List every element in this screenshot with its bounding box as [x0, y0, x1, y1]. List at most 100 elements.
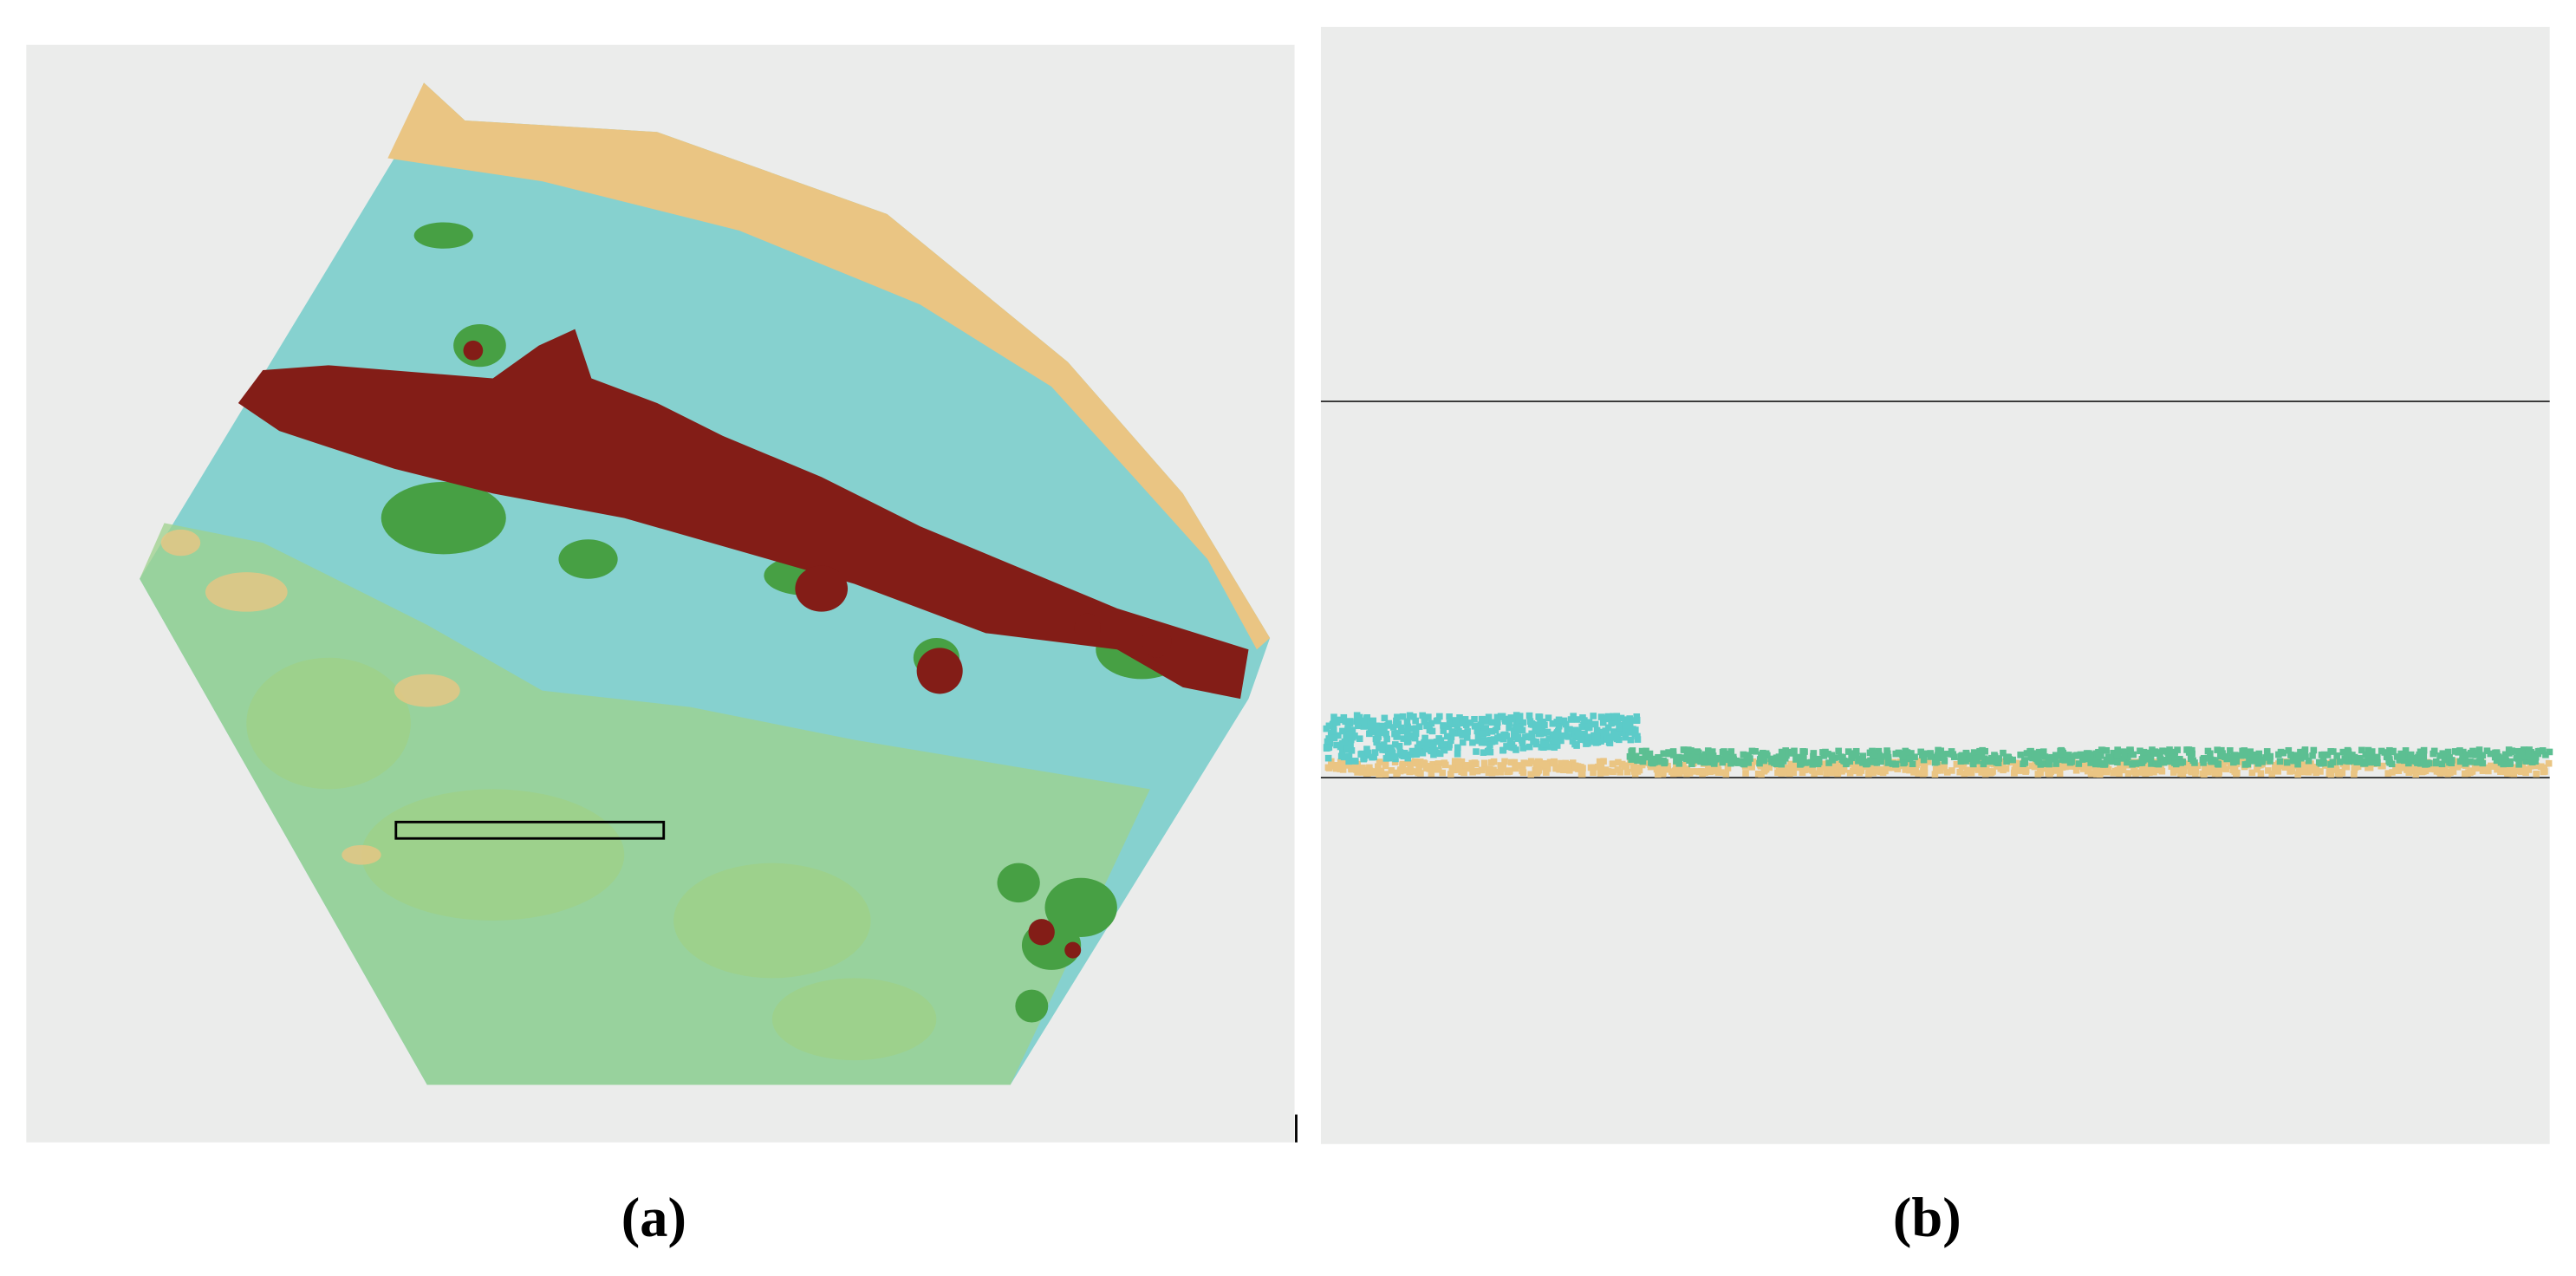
point — [2422, 761, 2429, 768]
point — [2095, 754, 2102, 761]
point — [2366, 763, 2373, 770]
point — [1459, 739, 1467, 746]
point — [1597, 728, 1603, 736]
point — [1399, 713, 1407, 720]
point — [2498, 758, 2505, 766]
point — [1902, 766, 1909, 773]
point — [1567, 716, 1575, 723]
point — [1781, 769, 1789, 777]
point — [1551, 744, 1558, 751]
point — [2533, 771, 2540, 778]
point — [1340, 753, 1348, 761]
point — [2327, 748, 2334, 755]
point — [2174, 746, 2181, 753]
point — [1448, 765, 1456, 771]
point — [1474, 732, 1482, 740]
point — [1412, 717, 1419, 725]
point — [1974, 758, 1981, 765]
point — [1870, 758, 1877, 765]
point — [2214, 746, 2221, 753]
point — [1950, 753, 1958, 760]
point — [2267, 758, 2274, 765]
point — [1688, 760, 1695, 768]
point — [2371, 754, 2378, 761]
selection-box — [394, 820, 666, 840]
point — [2287, 751, 2294, 758]
point — [1332, 765, 1340, 772]
point — [1931, 771, 1939, 778]
point — [1467, 719, 1474, 726]
point — [2397, 762, 2404, 769]
point — [1477, 721, 1485, 728]
point — [1342, 718, 1350, 726]
point — [2078, 756, 2086, 763]
point — [1376, 729, 1384, 736]
point — [2546, 748, 2553, 756]
point — [1707, 768, 1714, 776]
point — [1597, 762, 1604, 770]
point — [1740, 751, 1747, 758]
point — [2300, 763, 2308, 770]
point — [2407, 751, 2415, 758]
point — [1602, 727, 1610, 734]
point — [1510, 744, 1518, 752]
point — [1527, 771, 1534, 778]
point — [2409, 755, 2417, 763]
point — [1801, 748, 1808, 755]
point — [2441, 756, 2449, 764]
point — [1499, 746, 1506, 754]
point — [2359, 758, 2367, 765]
point — [1515, 718, 1523, 725]
point — [2505, 746, 2513, 753]
point — [2328, 766, 2335, 773]
point — [1600, 732, 1607, 739]
point — [2392, 764, 2399, 771]
dark-red-band — [237, 329, 1249, 700]
point — [2518, 751, 2525, 758]
point — [1497, 762, 1505, 769]
point — [2300, 766, 2308, 774]
point — [2295, 768, 2303, 776]
point — [1517, 723, 1524, 730]
point — [1533, 759, 1541, 767]
point — [1681, 746, 1688, 753]
point — [1827, 769, 1835, 777]
point — [1632, 764, 1639, 771]
point — [1708, 748, 1716, 755]
point — [1921, 769, 1929, 777]
point — [2471, 765, 2479, 772]
point — [1679, 761, 1687, 769]
point — [1507, 714, 1515, 721]
point — [1412, 725, 1420, 732]
point — [1424, 740, 1431, 748]
point — [1504, 717, 1511, 725]
point — [1656, 770, 1663, 778]
point — [1406, 712, 1414, 719]
point — [1458, 758, 1466, 765]
point — [1441, 761, 1449, 769]
point — [1593, 732, 1601, 740]
point — [1863, 760, 1870, 768]
point — [2475, 765, 2483, 772]
point — [2368, 748, 2376, 755]
point — [1581, 717, 1588, 724]
point — [2309, 752, 2316, 759]
point — [1385, 719, 1393, 727]
point — [1550, 759, 1558, 766]
point — [1956, 768, 1964, 776]
point — [1393, 717, 1400, 725]
point — [2280, 762, 2287, 770]
point — [1934, 752, 1942, 759]
point — [1558, 737, 1564, 745]
point — [1455, 765, 1463, 771]
point — [2031, 763, 2039, 771]
point — [1645, 752, 1653, 759]
point — [1397, 724, 1405, 732]
profile-points — [1323, 712, 2553, 778]
point — [2204, 747, 2212, 755]
point — [1325, 765, 1333, 771]
point — [1669, 752, 1677, 758]
point — [2397, 750, 2404, 758]
point — [1792, 759, 1800, 766]
point — [1623, 768, 1631, 776]
